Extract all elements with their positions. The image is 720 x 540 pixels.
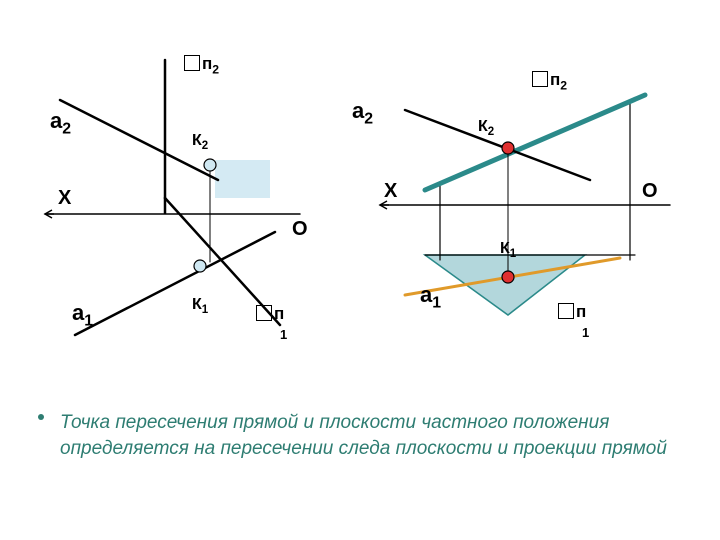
label-a1: а1 bbox=[420, 282, 441, 312]
point-K1 bbox=[502, 271, 514, 283]
point-K2 bbox=[502, 142, 514, 154]
bullet-icon bbox=[38, 414, 44, 420]
line-a1-line bbox=[75, 232, 275, 335]
label-pi2: п2 bbox=[184, 54, 219, 76]
label-K2: К2 bbox=[478, 118, 494, 138]
point-K1 bbox=[194, 260, 206, 272]
line-plane-edge bbox=[425, 95, 645, 190]
label-a1: а1 bbox=[72, 300, 93, 330]
label-pi1: п1 bbox=[256, 304, 287, 344]
point-K2 bbox=[204, 159, 216, 171]
label-K1: К1 bbox=[500, 240, 516, 260]
label-pi1: п1 bbox=[558, 302, 589, 342]
slide-canvas: а2 а1 К2 К1 Х Оп2 п1 а2 а1 К2 К1 Х Оп2 п1 Точка перес… bbox=[0, 0, 720, 540]
label-a2: а2 bbox=[352, 98, 373, 128]
label-O: О bbox=[292, 218, 308, 241]
label-X: Х bbox=[384, 180, 397, 203]
label-O: О bbox=[642, 180, 658, 203]
label-pi2: п2 bbox=[532, 70, 567, 92]
label-a2: а2 bbox=[50, 108, 71, 138]
caption-text: Точка пересечения прямой и плоскости час… bbox=[60, 410, 680, 461]
label-X: Х bbox=[58, 187, 71, 210]
caption-content: Точка пересечения прямой и плоскости час… bbox=[60, 412, 667, 459]
label-K2: К2 bbox=[192, 132, 208, 152]
line-a2-line bbox=[405, 110, 590, 180]
label-K1: К1 bbox=[192, 296, 208, 316]
